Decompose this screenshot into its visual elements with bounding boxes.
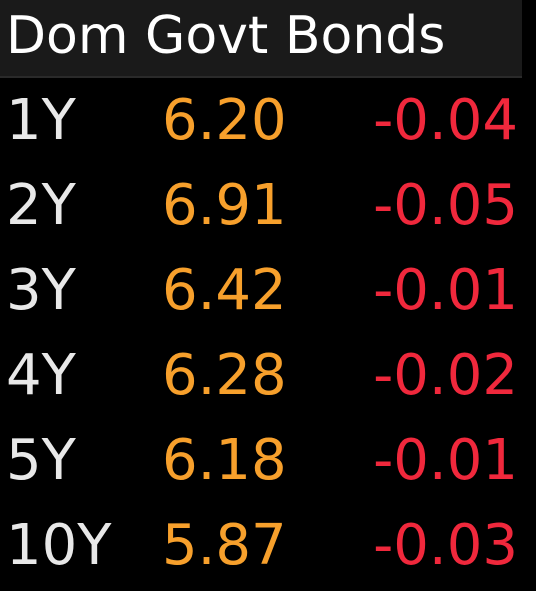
change-value: -0.01 xyxy=(373,258,518,323)
yield-value: 6.28 xyxy=(162,343,287,408)
tenor-label: 3Y xyxy=(6,258,76,323)
change-value: -0.03 xyxy=(373,513,518,578)
panel-header: Dom Govt Bonds xyxy=(0,0,522,78)
change-value: -0.02 xyxy=(373,343,518,408)
table-row[interactable]: 1Y 6.20 -0.04 xyxy=(0,78,536,163)
tenor-label: 1Y xyxy=(6,88,76,153)
yield-value: 6.91 xyxy=(162,173,287,238)
change-value: -0.05 xyxy=(373,173,518,238)
table-row[interactable]: 4Y 6.28 -0.02 xyxy=(0,333,536,418)
table-row[interactable]: 10Y 5.87 -0.03 xyxy=(0,503,536,588)
bond-table: 1Y 6.20 -0.04 2Y 6.91 -0.05 3Y 6.42 -0.0… xyxy=(0,78,536,588)
table-row[interactable]: 3Y 6.42 -0.01 xyxy=(0,248,536,333)
table-row[interactable]: 2Y 6.91 -0.05 xyxy=(0,163,536,248)
yield-value: 6.42 xyxy=(162,258,287,323)
yield-value: 6.18 xyxy=(162,428,287,493)
panel-title: Dom Govt Bonds xyxy=(6,6,446,66)
change-value: -0.01 xyxy=(373,428,518,493)
tenor-label: 4Y xyxy=(6,343,76,408)
tenor-label: 10Y xyxy=(6,513,112,578)
yield-value: 5.87 xyxy=(162,513,287,578)
tenor-label: 5Y xyxy=(6,428,76,493)
yield-value: 6.20 xyxy=(162,88,287,153)
change-value: -0.04 xyxy=(373,88,518,153)
table-row[interactable]: 5Y 6.18 -0.01 xyxy=(0,418,536,503)
tenor-label: 2Y xyxy=(6,173,76,238)
